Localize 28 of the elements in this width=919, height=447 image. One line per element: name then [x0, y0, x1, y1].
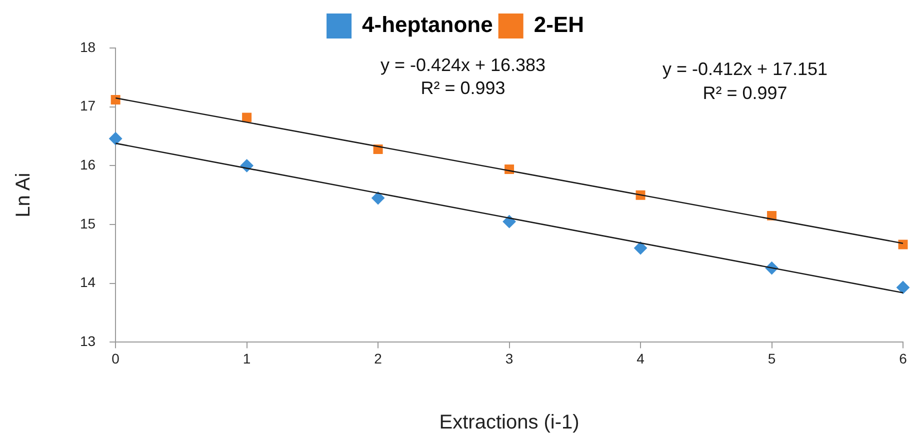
annotation: R² = 0.997 — [702, 82, 788, 103]
y-tick-label: 17 — [80, 98, 96, 114]
x-tick-label: 4 — [636, 350, 645, 366]
point — [896, 280, 910, 294]
x-tick-label: 6 — [899, 350, 908, 366]
x-tick-label: 0 — [112, 350, 120, 366]
x-tick-label: 2 — [374, 350, 382, 366]
annotation: R² = 0.993 — [420, 78, 506, 98]
x-tick-label: 1 — [242, 350, 251, 366]
x-tick-label: 3 — [505, 350, 514, 366]
y-axis-title: Ln Ai — [12, 172, 35, 218]
legend-label: 2-EH — [534, 12, 584, 38]
y-tick-label: 18 — [80, 38, 96, 55]
point — [110, 95, 120, 105]
y-tick-label: 15 — [80, 215, 96, 232]
point — [634, 242, 648, 255]
point — [242, 112, 252, 122]
point — [502, 215, 516, 228]
y-tick-label: 16 — [80, 156, 96, 173]
annotation: y = -0.412x + 17.151 — [662, 58, 828, 79]
legend-label: 4-heptanone — [362, 12, 493, 38]
x-tick-label: 5 — [768, 350, 776, 366]
x-axis-title: Extractions (i-1) — [439, 412, 580, 434]
y-tick-label: 13 — [80, 333, 96, 350]
y-tick-label: 14 — [80, 274, 96, 290]
point — [372, 192, 385, 205]
point — [109, 132, 122, 146]
annotation: y = -0.424x + 16.383 — [380, 54, 546, 75]
